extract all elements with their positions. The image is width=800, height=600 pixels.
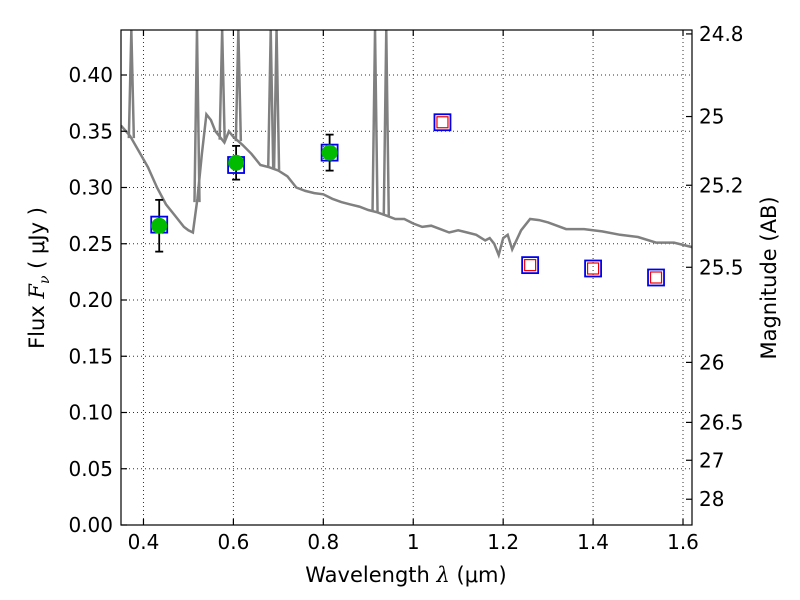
plot-frame <box>120 29 693 526</box>
y2-tick-label: 26 <box>699 350 724 374</box>
errorbars <box>155 133 334 253</box>
observed-photometry-point <box>228 154 245 171</box>
upper-limit-marker <box>524 259 537 272</box>
y2-tick-label: 28 <box>699 487 724 511</box>
x-tick-label: 0.4 <box>128 530 160 554</box>
y2-axis-ticks: 24.8 25 25.2 25.5 26 26.5 27 28 <box>686 22 744 511</box>
upper-limit-markers <box>436 116 663 284</box>
observed-photometry-point <box>321 144 338 161</box>
plot-area <box>121 30 692 525</box>
x-axis-label: Wavelength λ (μm) <box>305 563 506 587</box>
y-tick-label: 0.00 <box>68 513 113 537</box>
grid <box>121 30 692 526</box>
x-tick-label: 1.6 <box>667 530 699 554</box>
upper-limit-marker <box>436 116 449 129</box>
y2-tick-label: 25 <box>699 105 724 129</box>
model-photometry-box <box>584 259 602 278</box>
y2-tick-label: 25.5 <box>699 255 744 279</box>
y-axis-ticks: 0.00 0.05 0.10 0.15 0.20 0.25 0.30 0.35 0.40 <box>68 63 127 537</box>
y-tick-label: 0.10 <box>68 401 113 425</box>
y-tick-label: 0.35 <box>68 119 113 143</box>
x-axis-ticks: 0.4 0.6 0.8 1 1.2 1.4 1.6 <box>128 30 699 554</box>
y-tick-label: 0.20 <box>68 288 113 312</box>
emission-line <box>382 30 391 216</box>
upper-limit-marker <box>649 271 663 284</box>
upper-limit-marker <box>586 262 600 275</box>
model-photometry-box <box>521 256 540 275</box>
model-photometry-box <box>433 113 452 132</box>
y2-tick-label: 26.5 <box>699 410 744 434</box>
x-tick-label: 0.8 <box>307 530 339 554</box>
y2-tick-label: 27 <box>699 448 724 472</box>
y-tick-label: 0.30 <box>68 176 113 200</box>
y2-tick-label: 24.8 <box>699 22 744 46</box>
y-tick-label: 0.40 <box>68 63 113 87</box>
observed-photometry-point <box>151 217 168 234</box>
emission-line <box>266 30 275 168</box>
y2-axis-label: Magnitude (AB) <box>757 196 781 359</box>
emission-line <box>371 30 379 212</box>
emission-line <box>272 30 281 170</box>
x-tick-label: 1 <box>407 530 420 554</box>
x-tick-label: 1.4 <box>577 530 609 554</box>
emission-line <box>234 30 243 142</box>
y2-tick-label: 25.2 <box>699 173 744 197</box>
observed-photometry-points <box>151 144 338 234</box>
y-axis-label: Flux Fν ( μJy ) <box>25 207 53 349</box>
model-photometry-box <box>647 268 665 287</box>
emission-line <box>127 30 136 139</box>
emission-lines <box>127 30 391 216</box>
y-tick-label: 0.25 <box>68 232 113 256</box>
x-tick-label: 0.6 <box>217 530 249 554</box>
emission-line <box>193 30 201 203</box>
x-tick-label: 1.2 <box>487 530 519 554</box>
emission-line <box>218 30 226 140</box>
y-tick-label: 0.15 <box>68 344 113 368</box>
y-tick-label: 0.05 <box>68 457 113 481</box>
model-sed-line <box>121 111 692 259</box>
